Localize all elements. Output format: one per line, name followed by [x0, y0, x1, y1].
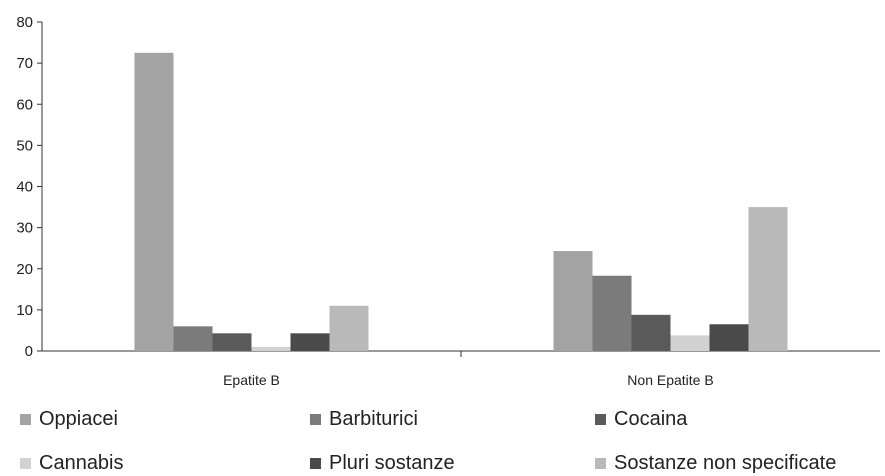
legend-item: Sostanze non specificate [595, 452, 836, 475]
bars [134, 52, 788, 351]
bar [173, 326, 213, 351]
y-tick-label: 20 [16, 261, 33, 278]
x-category-label: Non Epatite B [627, 372, 713, 388]
x-category-label: Epatite B [223, 372, 280, 388]
bar [329, 305, 369, 351]
legend-swatch [20, 414, 31, 425]
bar [251, 346, 291, 351]
legend-label: Sostanze non specificate [614, 452, 837, 474]
y-tick-label: 30 [16, 220, 33, 237]
y-tick-label: 40 [16, 179, 33, 196]
legend-label: Cannabis [39, 452, 124, 474]
y-tick-label: 50 [16, 137, 33, 154]
x-axis: Epatite B Non Epatite B [42, 350, 880, 388]
y-tick-label: 60 [16, 96, 33, 113]
bar [670, 335, 710, 351]
bar [290, 333, 330, 351]
legend-item: Cocaina [595, 408, 687, 431]
bar [748, 207, 788, 351]
legend-item: Pluri sostanze [310, 452, 455, 475]
legend-swatch [595, 414, 606, 425]
legend-item: Barbiturici [310, 408, 418, 431]
legend-swatch [595, 458, 606, 469]
bar [631, 314, 671, 351]
legend-item: Oppiacei [20, 408, 118, 431]
y-axis: 0 10 20 30 40 50 60 70 80 [16, 14, 43, 360]
bar [212, 333, 252, 351]
legend-label: Oppiacei [39, 408, 118, 430]
bar [134, 52, 174, 351]
y-tick-label: 10 [16, 302, 33, 319]
legend-label: Pluri sostanze [329, 452, 455, 474]
legend-label: Barbiturici [329, 408, 418, 430]
legend-label: Cocaina [614, 408, 688, 430]
legend-item: Cannabis [20, 452, 124, 475]
bar [709, 324, 749, 351]
bar [592, 275, 632, 351]
y-tick-label: 0 [25, 343, 33, 360]
y-tick-label: 70 [16, 55, 33, 72]
bar [553, 251, 593, 351]
y-tick-label: 80 [16, 14, 33, 31]
legend-swatch [20, 458, 31, 469]
legend-swatch [310, 414, 321, 425]
legend-swatch [310, 458, 321, 469]
bar-chart: 0 10 20 30 40 50 60 70 80 Epatite B Non Epatite B [16, 14, 880, 388]
